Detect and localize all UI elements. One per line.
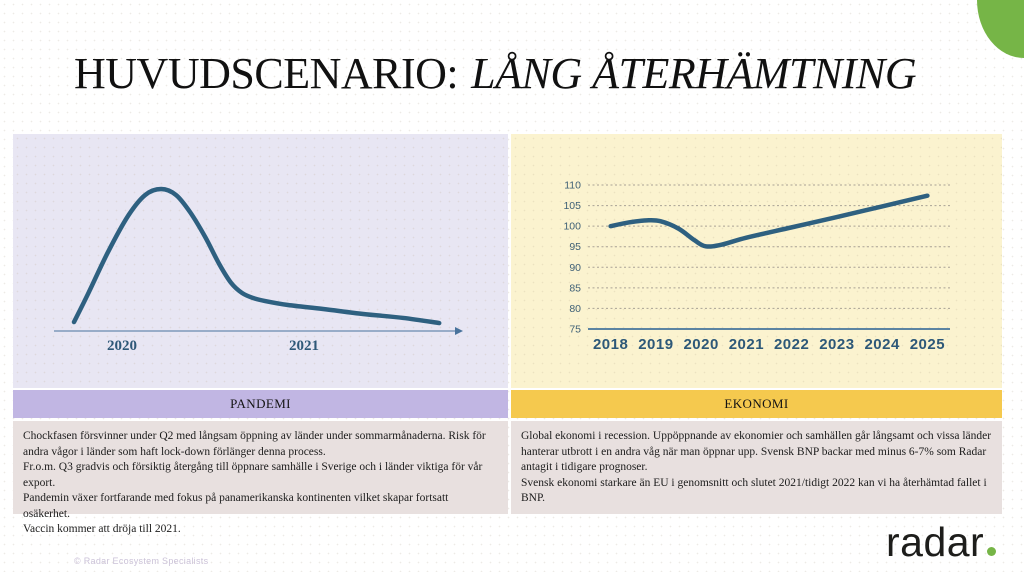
pandemi-header-bar: PANDEMI <box>13 390 508 418</box>
y-axis-label: 75 <box>569 324 581 336</box>
economy-index-line <box>608 193 930 249</box>
x-axis-label: 2021 <box>729 336 764 353</box>
y-axis-label: 80 <box>569 303 581 315</box>
logo-text: radar <box>886 519 985 565</box>
copyright-text: © Radar Ecosystem Specialists <box>74 556 209 566</box>
corner-accent-circle <box>977 0 1024 58</box>
x-axis-label: 2020 <box>107 338 137 354</box>
x-axis-label: 2024 <box>864 336 900 353</box>
x-axis-label: 2021 <box>289 338 319 354</box>
x-axis-label: 2018 <box>593 336 628 353</box>
ekonomi-chart-panel: 75 80 85 90 95 100 105 110 2018 2019 2020 2021 2022 2… <box>511 134 1002 388</box>
ekonomi-header-label: EKONOMI <box>724 396 789 411</box>
ekonomi-header-bar: EKONOMI <box>511 390 1002 418</box>
pandemi-chart-panel: 2020 2021 <box>13 134 508 388</box>
note-paragraph: Svensk ekonomi starkare än EU i genomsni… <box>521 476 987 505</box>
x-axis-label: 2023 <box>819 336 854 353</box>
y-axis-label: 105 <box>563 200 581 212</box>
note-paragraph: Vaccin kommer att dröja till 2021. <box>23 523 181 535</box>
y-axis-label: 85 <box>569 282 581 294</box>
note-paragraph: Pandemin växer fortfarande med fokus på … <box>23 492 449 520</box>
pandemic-wave-line <box>71 186 442 326</box>
pandemi-wave-chart: 2020 2021 <box>54 186 463 354</box>
note-paragraph: Chockfasen försvinner under Q2 med långs… <box>23 430 486 458</box>
radar-logo: radar <box>886 519 997 565</box>
y-axis-label: 90 <box>569 262 581 274</box>
slide-title: HUVUDSCENARIO: LÅNG ÅTERHÄMTNING <box>74 49 917 98</box>
y-axis-label: 100 <box>563 221 581 233</box>
logo-green-dot-icon <box>987 547 997 556</box>
x-axis-label: 2025 <box>910 336 945 353</box>
x-axis-label: 2022 <box>774 336 809 353</box>
x-axis-arrow-icon <box>455 327 463 335</box>
ekonomi-notes: Global ekonomi i recession. Uppöppnande … <box>511 421 1002 514</box>
pandemi-notes: Chockfasen försvinner under Q2 med långs… <box>13 421 508 535</box>
x-axis-label: 2019 <box>638 336 673 353</box>
pandemi-header-label: PANDEMI <box>230 396 291 411</box>
y-axis-label: 95 <box>569 241 581 253</box>
title-emphasis: LÅNG ÅTERHÄMTNING <box>471 49 917 98</box>
x-axis-label: 2020 <box>683 336 718 353</box>
note-paragraph: Fr.o.m. Q3 gradvis och försiktig återgån… <box>23 461 483 489</box>
title-main: HUVUDSCENARIO: <box>74 49 459 98</box>
ekonomi-line-chart: 75 80 85 90 95 100 105 110 2018 2019 2020 2021 2022 2… <box>563 180 950 353</box>
note-paragraph: Global ekonomi i recession. Uppöppnande … <box>521 430 992 473</box>
y-axis-label: 110 <box>564 180 581 192</box>
